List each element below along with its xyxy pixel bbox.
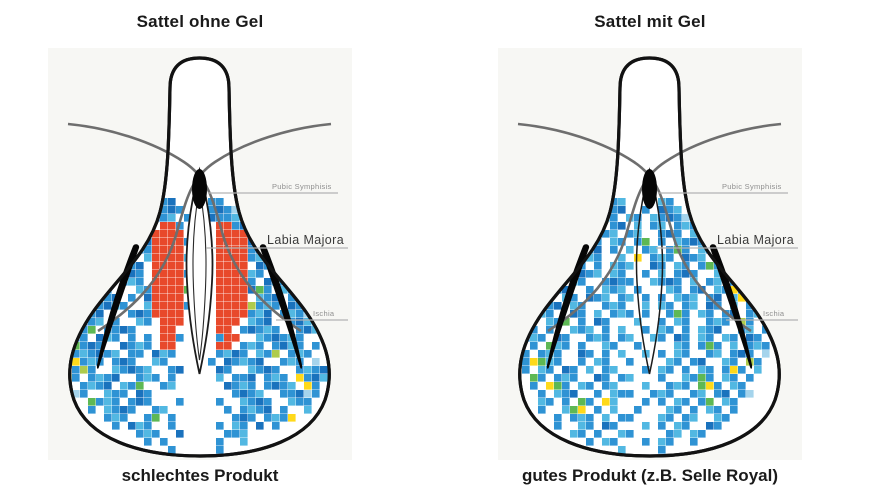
panel-sattel-mit-gel: Sattel mit Gel Pubic Symphisis [495, 8, 805, 498]
saddle-outline-top [518, 56, 781, 458]
ischia-label: Ischia [763, 309, 785, 318]
pelvic-arch-left [517, 122, 752, 333]
labia-majora-outline [635, 167, 664, 375]
panel-title: Sattel ohne Gel [136, 12, 264, 31]
annotation-ischia: Ischia [726, 309, 798, 321]
labia-inner-outline [192, 187, 207, 361]
saddle-pressure-map: Pubic Symphisis Labia Majora Ischia [48, 48, 352, 460]
ischium-marker-right [259, 244, 303, 369]
ischium-marker-left [546, 244, 590, 369]
saddle-outline-top [68, 56, 331, 458]
labia-majora-label: Labia Majora [267, 233, 344, 247]
annotation-labia-majora: Labia Majora [656, 233, 798, 249]
labia-majora-outline [185, 166, 214, 375]
annotation-labia-majora: Labia Majora [206, 233, 348, 249]
saddle-pressure-map: Pubic Symphisis Labia Majora Ischia [498, 48, 802, 460]
labia-majora-label: Labia Majora [717, 233, 794, 247]
pubic-symphysis-marker [642, 169, 657, 209]
panel-caption: gutes Produkt (z.B. Selle Royal) [522, 466, 778, 485]
panel-title: Sattel mit Gel [594, 12, 706, 31]
pelvic-arch-right [97, 122, 332, 333]
panel-caption: schlechtes Produkt [121, 466, 279, 485]
ischium-marker-left [96, 244, 140, 369]
pubic-symphisis-label: Pubic Symphisis [722, 182, 782, 191]
pelvic-arch-right [547, 122, 782, 333]
pelvic-arch-left [67, 122, 302, 333]
annotation-pubic-symphisis: Pubic Symphisis [208, 182, 338, 194]
annotation-pubic-symphisis: Pubic Symphisis [658, 182, 788, 194]
pubic-symphysis-marker [192, 169, 207, 209]
panel-sattel-ohne-gel: Sattel ohne Gel Pubic Symphisis [45, 8, 355, 498]
pubic-symphisis-label: Pubic Symphisis [272, 182, 332, 191]
ischia-label: Ischia [313, 309, 335, 318]
ischium-marker-right [709, 244, 753, 369]
annotation-ischia: Ischia [276, 309, 348, 321]
